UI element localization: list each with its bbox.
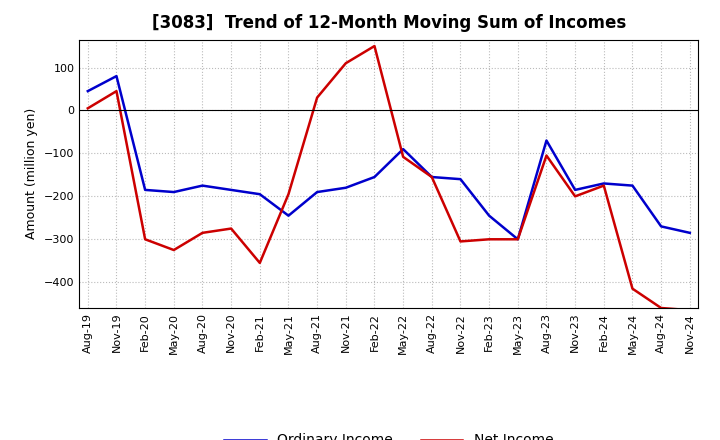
Ordinary Income [227, 187, 235, 193]
Ordinary Income [513, 237, 522, 242]
Ordinary Income [169, 189, 178, 194]
Ordinary Income [456, 176, 465, 182]
Net Income [600, 183, 608, 188]
Line: Net Income: Net Income [88, 46, 690, 310]
Ordinary Income [112, 73, 121, 79]
Net Income [485, 237, 493, 242]
Net Income [456, 239, 465, 244]
Ordinary Income [141, 187, 150, 193]
Net Income [542, 153, 551, 158]
Net Income [227, 226, 235, 231]
Net Income [428, 174, 436, 180]
Net Income [628, 286, 636, 291]
Ordinary Income [542, 138, 551, 143]
Title: [3083]  Trend of 12-Month Moving Sum of Incomes: [3083] Trend of 12-Month Moving Sum of I… [152, 15, 626, 33]
Ordinary Income [341, 185, 350, 191]
Ordinary Income [485, 213, 493, 218]
Ordinary Income [628, 183, 636, 188]
Ordinary Income [84, 88, 92, 94]
Y-axis label: Amount (million yen): Amount (million yen) [25, 108, 38, 239]
Ordinary Income [685, 230, 694, 235]
Net Income [657, 305, 665, 311]
Net Income [169, 247, 178, 253]
Net Income [84, 106, 92, 111]
Ordinary Income [198, 183, 207, 188]
Ordinary Income [399, 147, 408, 152]
Ordinary Income [428, 174, 436, 180]
Ordinary Income [256, 191, 264, 197]
Net Income [370, 44, 379, 49]
Legend: Ordinary Income, Net Income: Ordinary Income, Net Income [219, 428, 559, 440]
Ordinary Income [657, 224, 665, 229]
Net Income [341, 61, 350, 66]
Ordinary Income [312, 189, 321, 194]
Net Income [312, 95, 321, 100]
Net Income [256, 260, 264, 266]
Ordinary Income [284, 213, 293, 218]
Ordinary Income [571, 187, 580, 193]
Net Income [112, 88, 121, 94]
Net Income [399, 154, 408, 159]
Ordinary Income [600, 181, 608, 186]
Net Income [685, 308, 694, 313]
Net Income [284, 191, 293, 197]
Net Income [571, 194, 580, 199]
Net Income [513, 237, 522, 242]
Ordinary Income [370, 174, 379, 180]
Line: Ordinary Income: Ordinary Income [88, 76, 690, 239]
Net Income [141, 237, 150, 242]
Net Income [198, 230, 207, 235]
